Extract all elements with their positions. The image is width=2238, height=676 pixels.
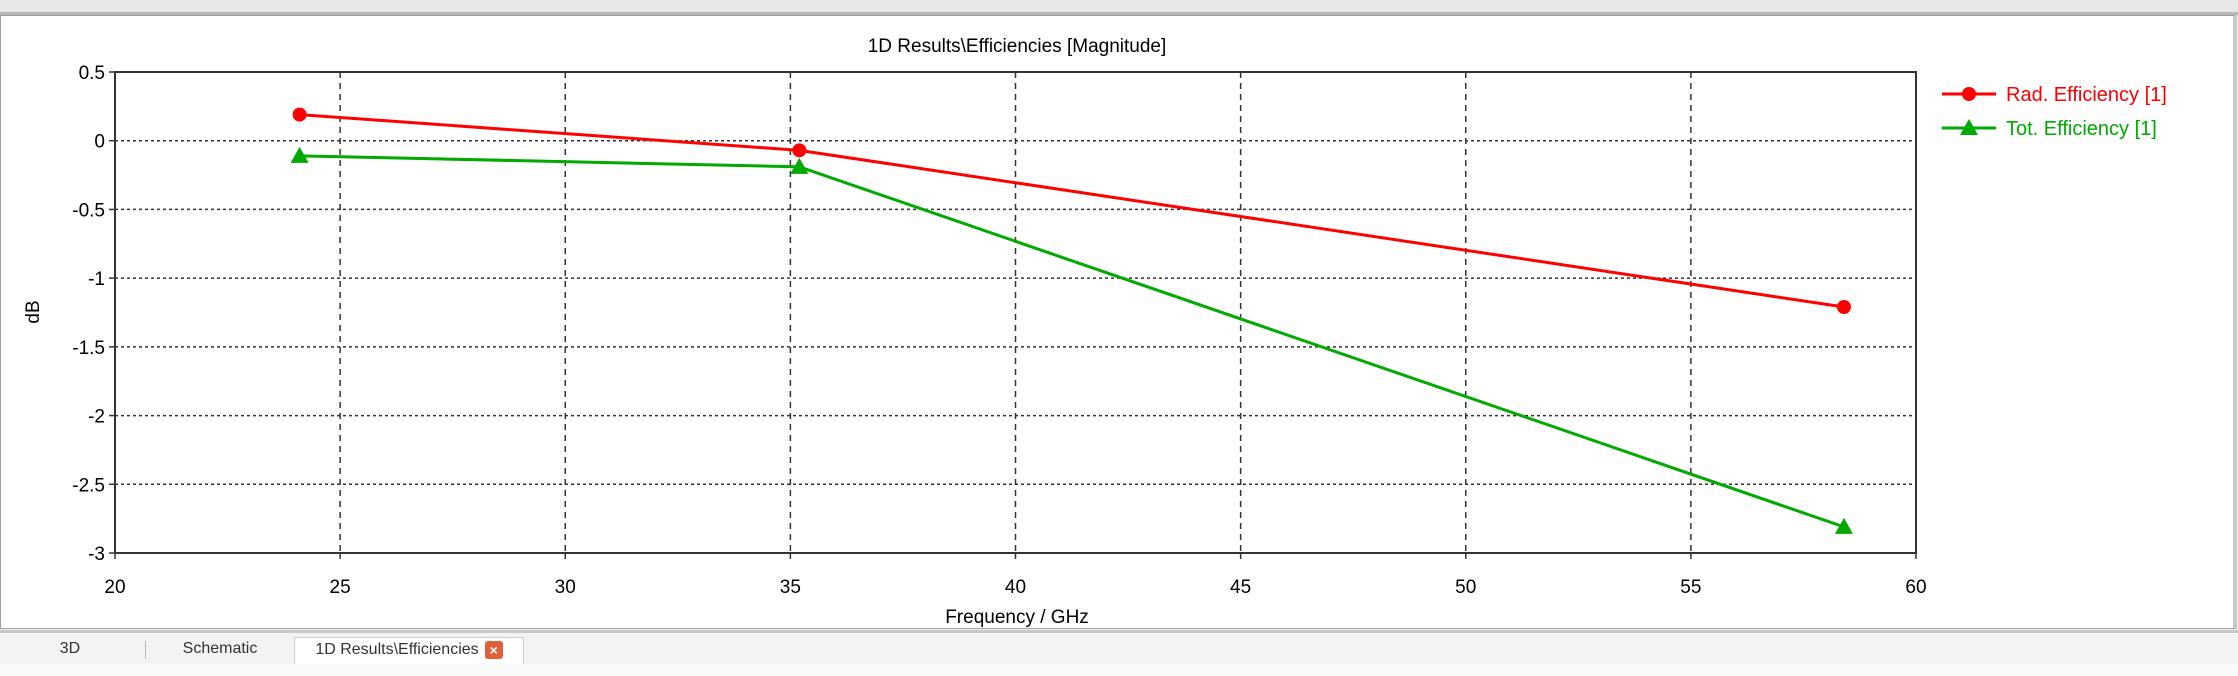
x-axis-label: Frequency / GHz [945, 607, 1089, 628]
series-layer [290, 107, 1853, 534]
y-tick-label: -2 [88, 407, 105, 428]
chart-title: 1D Results\Efficiencies [Magnitude] [868, 36, 1167, 57]
tab-3d[interactable]: 3D [20, 637, 120, 663]
y-tick-label: -0.5 [72, 200, 105, 221]
close-icon[interactable]: × [484, 640, 503, 659]
tab-label: 3D [59, 640, 81, 657]
legend-item: Rad. Efficiency [1] [1942, 84, 2167, 106]
y-tick-label: -1.5 [72, 338, 105, 359]
axes: 20 25 30 35 40 45 50 55 60 0.5 0 -0.5 -1 -1.5 -2 -2.5 -3 [72, 63, 1926, 598]
x-tick-label: 30 [555, 577, 576, 598]
x-tick-label: 60 [1905, 577, 1926, 598]
tab-bar: 3D Schematic 1D Results\Efficiencies × [0, 630, 2238, 667]
bottom-strip [0, 664, 2238, 676]
x-tick-label: 50 [1455, 577, 1476, 598]
x-tick-label: 20 [104, 577, 125, 598]
legend-item: Tot. Efficiency [1] [1942, 118, 2157, 140]
tab-1d-results-efficiencies[interactable]: 1D Results\Efficiencies × [294, 637, 524, 667]
legend-label: Rad. Efficiency [1] [2006, 84, 2167, 106]
tab-schematic[interactable]: Schematic [160, 637, 280, 663]
data-point-triangle [1834, 517, 1853, 534]
y-tick-label: 0.5 [79, 63, 105, 84]
grid [115, 72, 1916, 553]
data-point-triangle [1960, 119, 1978, 135]
data-point-circle [792, 143, 807, 158]
x-tick-label: 35 [780, 577, 801, 598]
x-tick-label: 40 [1005, 577, 1026, 598]
y-tick-label: 0 [94, 132, 105, 153]
x-tick-label: 55 [1680, 577, 1701, 598]
data-point-circle [1836, 300, 1851, 315]
legend-label: Tot. Efficiency [1] [2006, 118, 2157, 140]
plot-panel: 1D Results\Efficiencies [Magnitude] 20 25… [0, 15, 2237, 629]
efficiency-chart: 1D Results\Efficiencies [Magnitude] 20 25… [23, 36, 2167, 628]
series-tot-efficiency [290, 146, 1853, 534]
series-rad-efficiency [292, 107, 1851, 315]
y-tick-label: -3 [88, 544, 105, 565]
x-tick-label: 45 [1230, 577, 1251, 598]
data-point-circle [1962, 87, 1976, 101]
legend: Rad. Efficiency [1] Tot. Efficiency [1] [1942, 84, 2167, 140]
series-line [299, 154, 1845, 529]
tab-label: Schematic [182, 640, 258, 657]
data-point-triangle [790, 157, 809, 174]
y-tick-label: -1 [88, 269, 105, 290]
x-tick-label: 25 [330, 577, 351, 598]
tab-label: 1D Results\Efficiencies [315, 641, 479, 658]
top-toolbar-edge [0, 0, 2238, 15]
data-point-circle [292, 107, 307, 122]
data-point-triangle [290, 146, 309, 163]
y-axis-label: dB [23, 300, 44, 323]
y-tick-label: -2.5 [72, 475, 105, 496]
plot-frame [114, 71, 1917, 554]
tab-separator [145, 641, 146, 659]
